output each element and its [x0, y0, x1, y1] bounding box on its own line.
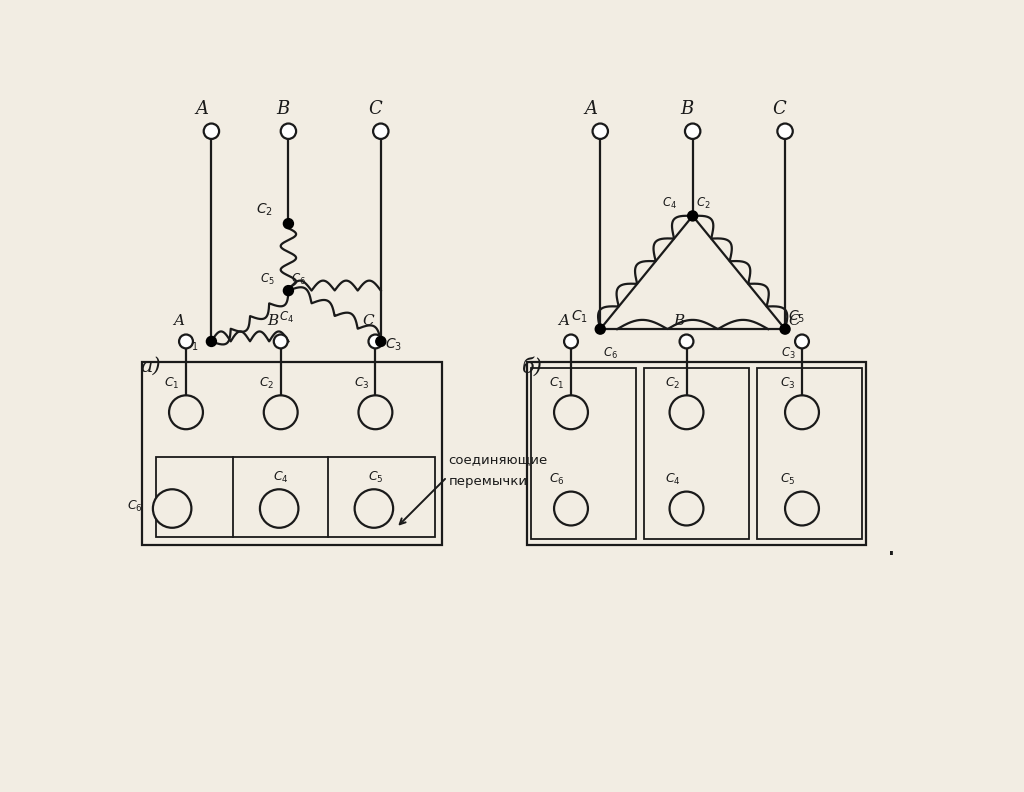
Text: $C_6$: $C_6$: [550, 472, 565, 487]
Circle shape: [595, 324, 605, 334]
Circle shape: [179, 334, 193, 348]
Text: а): а): [140, 357, 161, 376]
Text: $C_6$: $C_6$: [602, 346, 617, 361]
Circle shape: [777, 124, 793, 139]
Text: A: A: [558, 314, 568, 328]
Text: $C_6$: $C_6$: [292, 272, 306, 287]
Circle shape: [204, 124, 219, 139]
Circle shape: [554, 395, 588, 429]
Text: $C_4$: $C_4$: [663, 196, 677, 211]
Text: $C_1$: $C_1$: [182, 337, 199, 352]
Text: $C_3$: $C_3$: [385, 337, 401, 352]
Text: C: C: [773, 100, 786, 118]
Bar: [527, 362, 866, 545]
Circle shape: [273, 334, 288, 348]
Circle shape: [354, 489, 393, 527]
Text: $C_4$: $C_4$: [665, 472, 681, 487]
Circle shape: [593, 124, 608, 139]
Circle shape: [688, 211, 697, 221]
Circle shape: [785, 395, 819, 429]
Bar: [757, 368, 862, 539]
Circle shape: [260, 489, 298, 527]
Circle shape: [376, 337, 386, 346]
Text: B: B: [673, 314, 684, 328]
Text: $C_3$: $C_3$: [781, 346, 796, 361]
Circle shape: [680, 334, 693, 348]
Text: B: B: [267, 314, 279, 328]
Text: $C_1$: $C_1$: [165, 375, 180, 390]
Circle shape: [153, 489, 191, 527]
Text: соединяющие: соединяющие: [449, 453, 548, 466]
Text: $C_1$: $C_1$: [571, 309, 588, 326]
Text: $C_2$: $C_2$: [259, 375, 274, 390]
Bar: [156, 457, 435, 537]
Circle shape: [564, 334, 578, 348]
Circle shape: [785, 492, 819, 525]
Text: $C_2$: $C_2$: [256, 202, 273, 219]
Circle shape: [281, 124, 296, 139]
Circle shape: [284, 219, 294, 229]
Text: $C_2$: $C_2$: [695, 196, 711, 211]
Text: $C_5$: $C_5$: [780, 472, 796, 487]
Circle shape: [169, 395, 203, 429]
Circle shape: [670, 395, 703, 429]
Circle shape: [369, 334, 382, 348]
Text: $C_5$: $C_5$: [260, 272, 274, 287]
Circle shape: [264, 395, 298, 429]
Circle shape: [795, 334, 809, 348]
Circle shape: [670, 492, 703, 525]
Text: B: B: [276, 100, 290, 118]
Circle shape: [780, 324, 791, 334]
Text: $C_3$: $C_3$: [354, 375, 370, 390]
Circle shape: [685, 124, 700, 139]
Text: $C_4$: $C_4$: [273, 470, 289, 485]
Bar: [644, 368, 750, 539]
Text: B: B: [681, 100, 694, 118]
Text: $C_5$: $C_5$: [788, 309, 805, 326]
Circle shape: [554, 492, 588, 525]
Bar: [142, 362, 442, 545]
Text: A: A: [196, 100, 209, 118]
Text: $C_6$: $C_6$: [127, 499, 143, 514]
Text: A: A: [585, 100, 598, 118]
Text: C: C: [369, 100, 382, 118]
Text: перемычки: перемычки: [449, 474, 527, 488]
Text: $C_3$: $C_3$: [780, 375, 796, 390]
Circle shape: [358, 395, 392, 429]
Text: $C_2$: $C_2$: [665, 375, 680, 390]
Text: C: C: [788, 314, 800, 328]
Text: A: A: [173, 314, 183, 328]
Text: .: .: [887, 533, 896, 561]
Circle shape: [284, 286, 294, 295]
Text: $C_1$: $C_1$: [550, 375, 565, 390]
Bar: [531, 368, 636, 539]
Circle shape: [373, 124, 388, 139]
Text: C: C: [361, 314, 374, 328]
Text: $C_4$: $C_4$: [280, 310, 294, 325]
Text: $C_5$: $C_5$: [368, 470, 383, 485]
Circle shape: [207, 337, 216, 346]
Text: б): б): [521, 357, 543, 376]
